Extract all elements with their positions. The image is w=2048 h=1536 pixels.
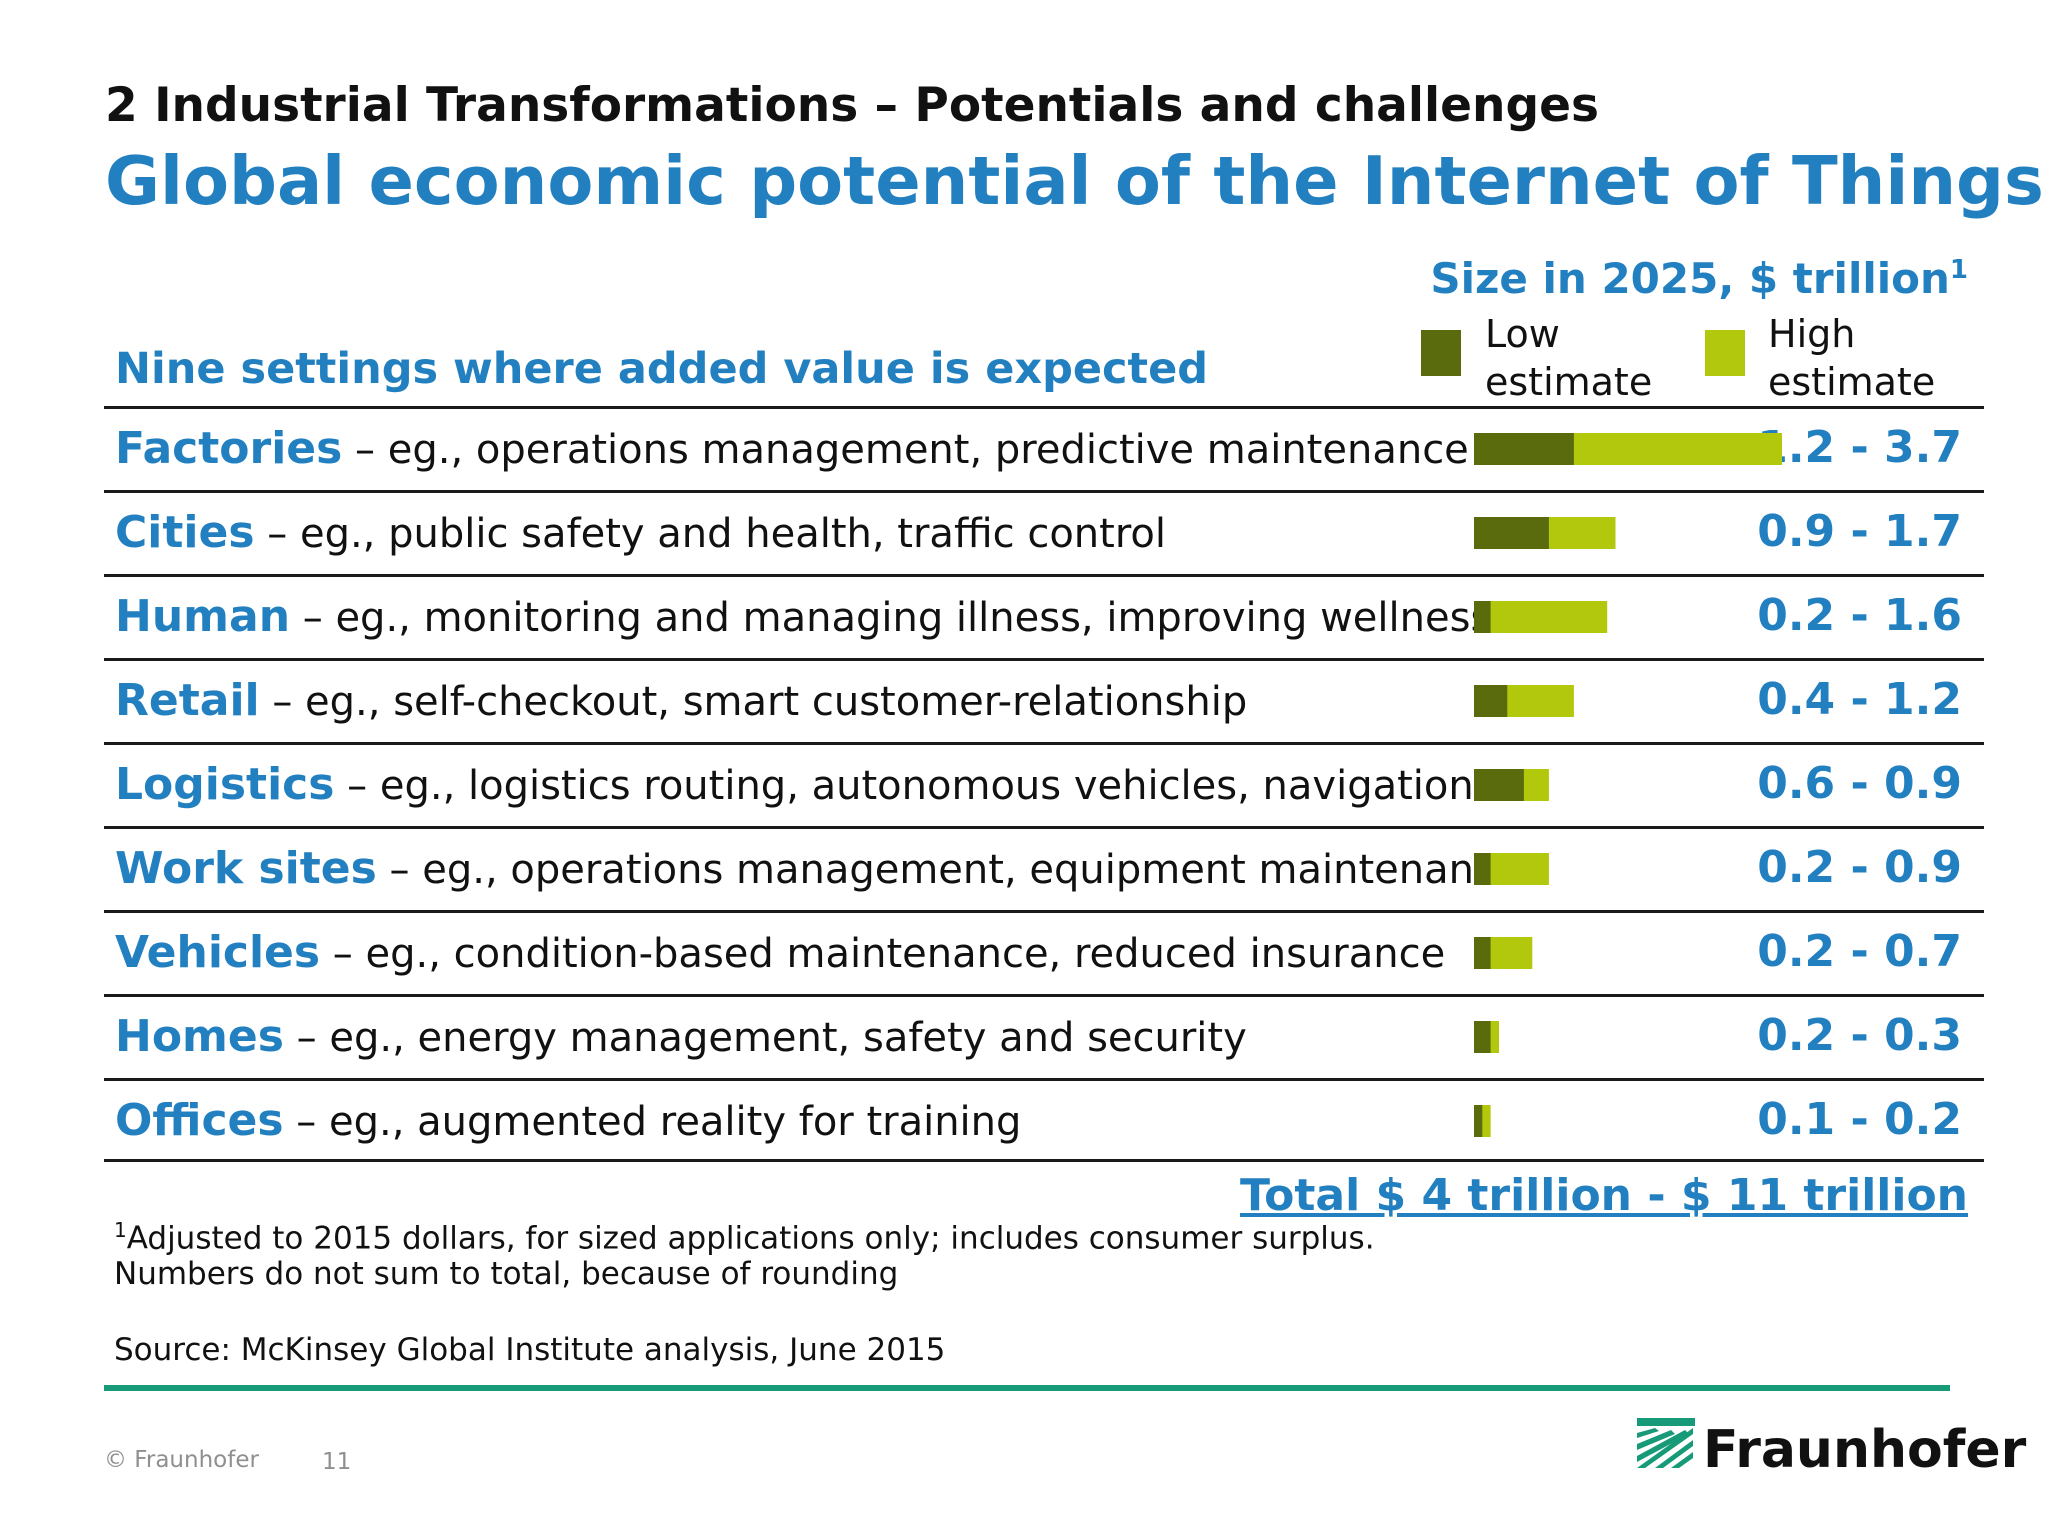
size-header-footnote-marker: 1 (1949, 255, 1968, 285)
value-range: 0.2 - 1.6 (1757, 590, 1962, 641)
setting-examples: – eg., operations management, equipment … (376, 847, 1521, 893)
setting-description: Offices – eg., augmented reality for tra… (115, 1095, 1021, 1146)
fraunhofer-logo-text: Fraunhofer (1703, 1420, 2027, 1480)
value-range: 0.2 - 0.9 (1757, 842, 1962, 893)
total-link[interactable]: Total $ 4 trillion - $ 11 trillion (1240, 1170, 1968, 1221)
footnote: 1Adjusted to 2015 dollars, for sized app… (114, 1218, 1375, 1256)
legend-high-swatch (1705, 330, 1745, 376)
setting-name: Vehicles (115, 927, 321, 978)
table-row: Offices – eg., augmented reality for tra… (104, 1078, 1984, 1162)
low-estimate-bar (1474, 433, 1574, 465)
table-row: Cities – eg., public safety and health, … (104, 490, 1984, 574)
legend-low-label: Low estimate (1485, 310, 1652, 406)
setting-name: Factories (115, 423, 343, 474)
setting-name: Work sites (115, 843, 377, 894)
footnote-marker: 1 (114, 1218, 127, 1242)
table-row: Homes – eg., energy management, safety a… (104, 994, 1984, 1078)
rows-container: Factories – eg., operations management, … (104, 406, 1984, 1162)
setting-description: Vehicles – eg., condition-based maintena… (115, 927, 1445, 978)
setting-examples: – eg., energy management, safety and sec… (283, 1015, 1247, 1061)
legend-high-line2: estimate (1768, 360, 1936, 404)
range-bars-chart (1474, 433, 1782, 1137)
low-estimate-bar (1474, 853, 1491, 885)
setting-description: Work sites – eg., operations management,… (115, 843, 1521, 894)
setting-examples: – eg., self-checkout, smart customer-rel… (259, 679, 1248, 725)
size-header: Size in 2025, $ trillion1 (1430, 254, 1968, 303)
footnote-line2: Numbers do not sum to total, because of … (114, 1256, 899, 1292)
size-header-text: Size in 2025, $ trillion (1430, 254, 1950, 303)
page-title: Global economic potential of the Interne… (105, 142, 2044, 220)
legend-low-line2: estimate (1485, 360, 1653, 404)
value-range: 0.4 - 1.2 (1757, 674, 1962, 725)
legend-high-label: High estimate (1768, 310, 1935, 406)
low-estimate-bar (1474, 601, 1491, 633)
setting-name: Human (115, 591, 291, 642)
table-row: Human – eg., monitoring and managing ill… (104, 574, 1984, 658)
setting-description: Factories – eg., operations management, … (115, 423, 1469, 474)
value-range: 0.9 - 1.7 (1757, 506, 1962, 557)
setting-name: Homes (115, 1011, 284, 1062)
setting-name: Retail (115, 675, 260, 726)
setting-description: Homes – eg., energy management, safety a… (115, 1011, 1247, 1062)
setting-examples: – eg., logistics routing, autonomous veh… (334, 763, 1474, 809)
setting-name: Logistics (115, 759, 335, 810)
setting-description: Retail – eg., self-checkout, smart custo… (115, 675, 1247, 726)
low-estimate-bar (1474, 685, 1508, 717)
settings-column-header: Nine settings where added value is expec… (115, 344, 1209, 394)
copyright: © Fraunhofer (104, 1447, 259, 1473)
setting-description: Human – eg., monitoring and managing ill… (115, 591, 1491, 642)
value-range: 0.2 - 0.3 (1757, 1010, 1962, 1061)
value-range: 0.6 - 0.9 (1757, 758, 1962, 809)
footnote-line1: Adjusted to 2015 dollars, for sized appl… (126, 1220, 1375, 1257)
value-range: 1.2 - 3.7 (1757, 422, 1962, 473)
setting-description: Logistics – eg., logistics routing, auto… (115, 759, 1474, 810)
table-row: Work sites – eg., operations management,… (104, 826, 1984, 910)
footer-divider (104, 1385, 1950, 1391)
setting-description: Cities – eg., public safety and health, … (115, 507, 1166, 558)
setting-name: Cities (115, 507, 255, 558)
setting-name: Offices (115, 1095, 284, 1146)
low-estimate-bar (1474, 769, 1524, 801)
table-row: Retail – eg., self-checkout, smart custo… (104, 658, 1984, 742)
setting-examples: – eg., public safety and health, traffic… (254, 511, 1166, 557)
setting-examples: – eg., monitoring and managing illness, … (290, 595, 1492, 641)
table-row: Logistics – eg., logistics routing, auto… (104, 742, 1984, 826)
table-row: Vehicles – eg., condition-based maintena… (104, 910, 1984, 994)
low-estimate-bar (1474, 1021, 1491, 1053)
settings-table: Factories – eg., operations management, … (104, 406, 1984, 1162)
legend-low-line1: Low (1485, 312, 1560, 356)
legend-high-line1: High (1768, 312, 1856, 356)
legend-low-swatch (1421, 330, 1461, 376)
setting-examples: – eg., augmented reality for training (283, 1099, 1022, 1145)
section-heading: 2 Industrial Transformations – Potential… (105, 78, 1599, 133)
low-estimate-bar (1474, 937, 1491, 969)
value-range: 0.1 - 0.2 (1757, 1094, 1962, 1145)
setting-examples: – eg., operations management, predictive… (342, 427, 1469, 473)
source-note: Source: McKinsey Global Institute analys… (114, 1332, 946, 1368)
high-estimate-bar (1474, 601, 1608, 633)
table-row: Factories – eg., operations management, … (104, 406, 1984, 490)
low-estimate-bar (1474, 1105, 1483, 1137)
setting-examples: – eg., condition-based maintenance, redu… (320, 931, 1446, 977)
value-range: 0.2 - 0.7 (1757, 926, 1962, 977)
fraunhofer-logo-icon (1637, 1418, 1695, 1468)
page-number: 11 (322, 1449, 352, 1475)
low-estimate-bar (1474, 517, 1549, 549)
